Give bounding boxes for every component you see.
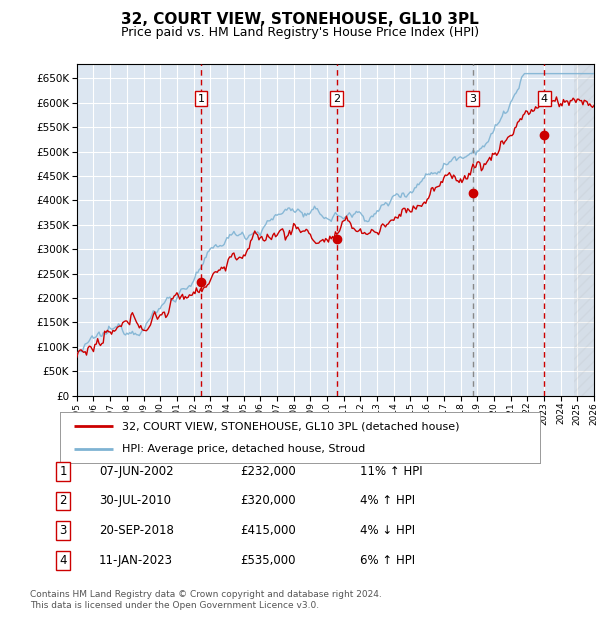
- Text: 4: 4: [541, 94, 548, 104]
- Text: £415,000: £415,000: [240, 525, 296, 537]
- Text: 11% ↑ HPI: 11% ↑ HPI: [360, 465, 422, 477]
- Text: 32, COURT VIEW, STONEHOUSE, GL10 3PL: 32, COURT VIEW, STONEHOUSE, GL10 3PL: [121, 12, 479, 27]
- Text: 2: 2: [59, 495, 67, 507]
- Text: Contains HM Land Registry data © Crown copyright and database right 2024.
This d: Contains HM Land Registry data © Crown c…: [30, 590, 382, 609]
- Text: 1: 1: [59, 465, 67, 477]
- Bar: [574, 64, 594, 396]
- Text: 4% ↓ HPI: 4% ↓ HPI: [360, 525, 415, 537]
- Text: HPI: Average price, detached house, Stroud: HPI: Average price, detached house, Stro…: [122, 445, 365, 454]
- Text: £232,000: £232,000: [240, 465, 296, 477]
- Text: 4: 4: [59, 554, 67, 567]
- Text: 4% ↑ HPI: 4% ↑ HPI: [360, 495, 415, 507]
- Text: 07-JUN-2002: 07-JUN-2002: [99, 465, 173, 477]
- Text: 30-JUL-2010: 30-JUL-2010: [99, 495, 171, 507]
- Text: 3: 3: [59, 525, 67, 537]
- Text: 32, COURT VIEW, STONEHOUSE, GL10 3PL (detached house): 32, COURT VIEW, STONEHOUSE, GL10 3PL (de…: [122, 421, 460, 431]
- Text: 3: 3: [469, 94, 476, 104]
- Text: 1: 1: [197, 94, 205, 104]
- Text: 2: 2: [333, 94, 340, 104]
- Text: 6% ↑ HPI: 6% ↑ HPI: [360, 554, 415, 567]
- Text: 11-JAN-2023: 11-JAN-2023: [99, 554, 173, 567]
- Text: £535,000: £535,000: [240, 554, 296, 567]
- Text: 20-SEP-2018: 20-SEP-2018: [99, 525, 174, 537]
- Text: Price paid vs. HM Land Registry's House Price Index (HPI): Price paid vs. HM Land Registry's House …: [121, 26, 479, 39]
- Text: £320,000: £320,000: [240, 495, 296, 507]
